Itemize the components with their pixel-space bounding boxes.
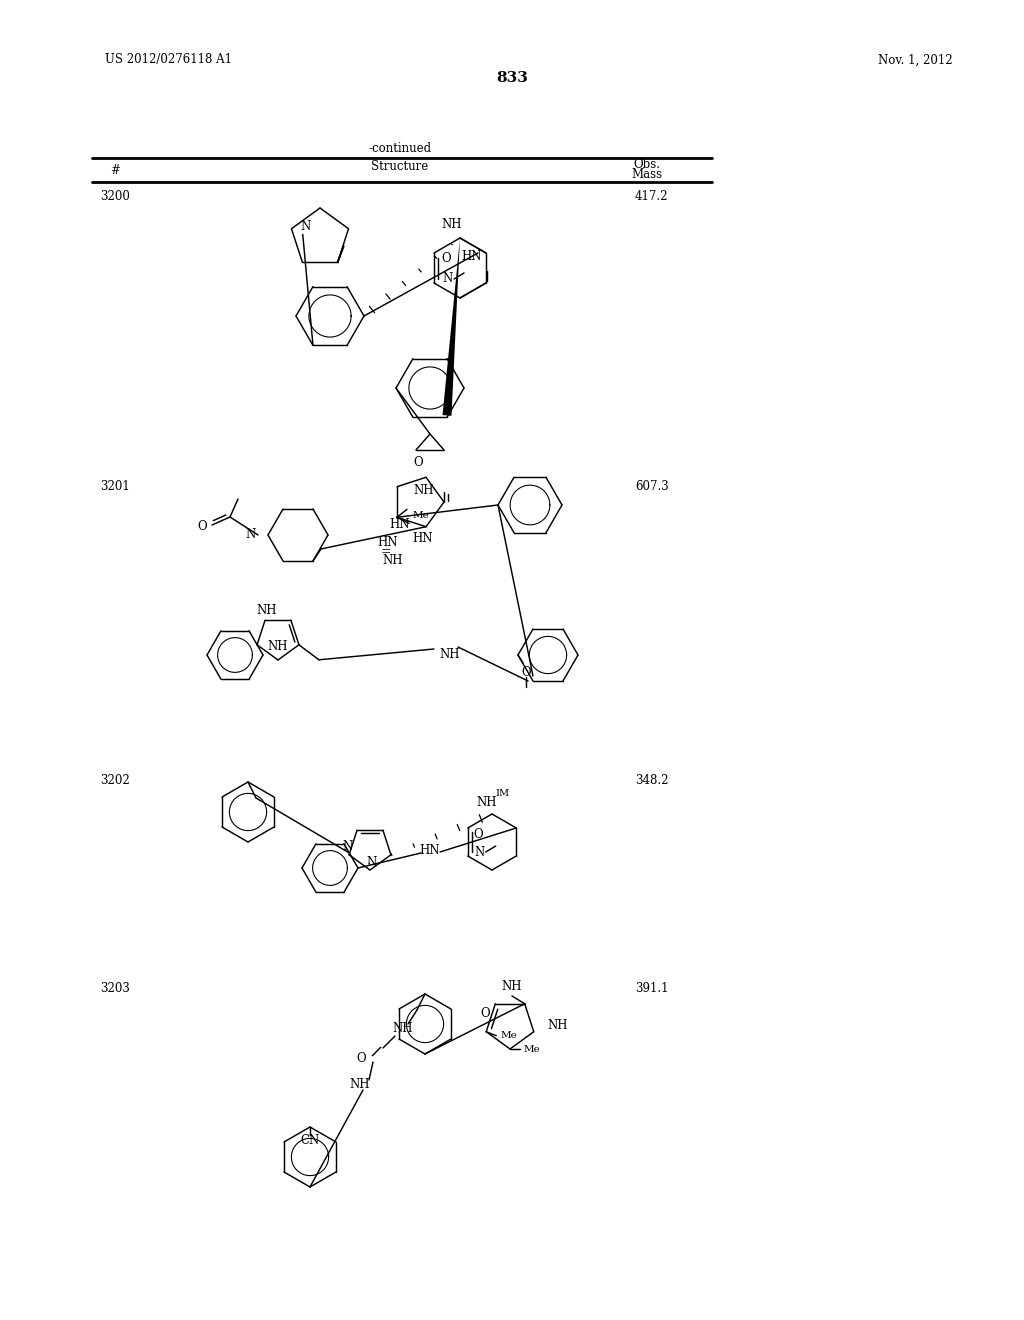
Text: NH: NH	[413, 484, 433, 498]
Text: N: N	[246, 528, 256, 541]
Text: O: O	[480, 1007, 490, 1020]
Text: /: /	[340, 244, 344, 257]
Text: HN: HN	[413, 532, 433, 544]
Text: N: N	[443, 272, 454, 285]
Text: O: O	[356, 1052, 366, 1064]
Text: Me: Me	[500, 1031, 517, 1040]
Text: Mass: Mass	[632, 169, 663, 181]
Text: NH: NH	[257, 603, 278, 616]
Text: 391.1: 391.1	[635, 982, 669, 994]
Text: NH: NH	[267, 640, 288, 653]
Text: O: O	[441, 252, 451, 265]
Text: 833: 833	[496, 71, 528, 84]
Text: 348.2: 348.2	[635, 774, 669, 787]
Text: 3201: 3201	[100, 480, 130, 494]
Text: HN: HN	[462, 251, 482, 264]
Text: N: N	[475, 846, 485, 858]
Text: NH: NH	[477, 796, 498, 808]
Text: -continued: -continued	[369, 141, 431, 154]
Text: Obs.: Obs.	[634, 158, 660, 172]
Text: #: #	[110, 164, 120, 177]
Text: Nov. 1, 2012: Nov. 1, 2012	[878, 54, 952, 66]
Text: Me: Me	[413, 511, 430, 520]
Text: =: =	[381, 545, 391, 558]
Text: 3202: 3202	[100, 774, 130, 787]
Text: N: N	[342, 841, 352, 853]
Text: NH: NH	[548, 1019, 568, 1032]
Text: NH: NH	[383, 553, 403, 566]
Text: HN: HN	[390, 517, 411, 531]
Text: O: O	[414, 455, 423, 469]
Text: 607.3: 607.3	[635, 480, 669, 494]
Text: IM: IM	[495, 789, 509, 799]
Polygon shape	[442, 238, 460, 416]
Text: HN: HN	[420, 843, 440, 857]
Text: O: O	[198, 520, 207, 533]
Text: NH: NH	[439, 648, 460, 661]
Text: NH: NH	[502, 981, 522, 994]
Text: 417.2: 417.2	[635, 190, 669, 202]
Text: N: N	[367, 855, 377, 869]
Text: US 2012/0276118 A1: US 2012/0276118 A1	[105, 54, 232, 66]
Text: Structure: Structure	[372, 161, 429, 173]
Text: 3203: 3203	[100, 982, 130, 994]
Text: N: N	[301, 220, 311, 232]
Text: CN: CN	[300, 1134, 319, 1147]
Text: O: O	[473, 828, 482, 841]
Text: NH: NH	[350, 1077, 371, 1090]
Text: Me: Me	[524, 1044, 541, 1053]
Text: NH: NH	[441, 219, 462, 231]
Text: HN: HN	[378, 536, 398, 549]
Text: NH: NH	[393, 1022, 414, 1035]
Text: 3200: 3200	[100, 190, 130, 202]
Text: O: O	[521, 667, 530, 680]
